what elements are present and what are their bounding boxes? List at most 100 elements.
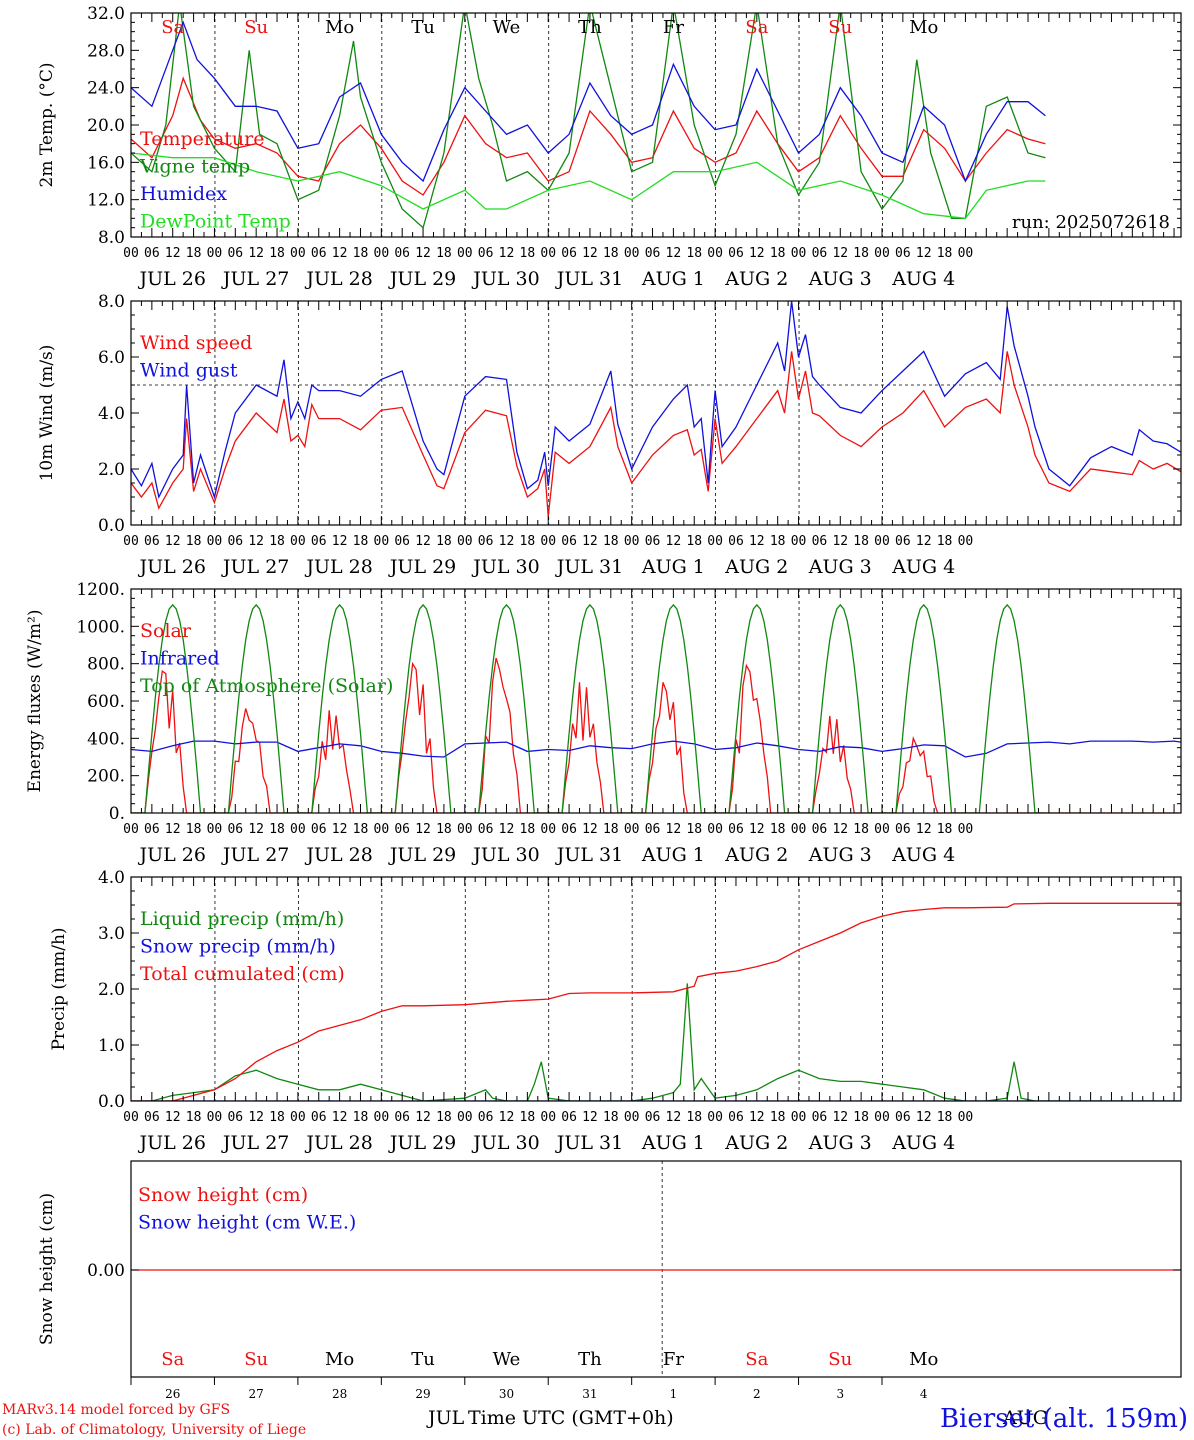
day-name-label: Th	[578, 1349, 602, 1370]
legend-entry: Top of Atmosphere (Solar)	[140, 675, 393, 697]
date-label: AUG 3	[808, 556, 872, 578]
hour-tick-label: 06	[812, 822, 828, 837]
station-label: Bierset (alt. 159m)	[940, 1404, 1188, 1434]
panel-energy: 0. 200. 400. 600. 800. 1000. 1200. Energy fluxe…	[25, 580, 1182, 866]
hour-tick-label: 18	[186, 1110, 202, 1125]
hour-tick-label: 06	[895, 534, 911, 549]
y-tick-label: 1000.	[76, 617, 125, 637]
hour-tick-label: 18	[436, 1110, 452, 1125]
hour-tick-label: 18	[186, 246, 202, 261]
hour-tick-label: 12	[165, 1110, 181, 1125]
y-tick-label: 400.	[87, 729, 125, 749]
hour-tick-label: 00	[707, 534, 723, 549]
legend-entry: Humidex	[140, 183, 227, 205]
hour-tick-label: 00	[624, 534, 640, 549]
series-line-liquid-precip-mm-h-	[131, 983, 1181, 1101]
legend-entry: Snow height (cm W.E.)	[138, 1212, 356, 1234]
series-line-wind-speed	[131, 351, 1181, 517]
hour-tick-label: 12	[582, 1110, 598, 1125]
day-name-label: We	[493, 1349, 521, 1370]
hour-tick-label: 00	[707, 822, 723, 837]
hour-tick-label: 00	[958, 1110, 974, 1125]
hour-tick-label: 06	[561, 1110, 577, 1125]
date-label: JUL 30	[471, 1132, 539, 1154]
hour-tick-label: 12	[415, 534, 431, 549]
day-name-label: We	[493, 17, 521, 38]
date-label: JUL 26	[137, 556, 205, 578]
day-number-label: 4	[920, 1387, 928, 1401]
hour-tick-label: 18	[520, 246, 536, 261]
hour-tick-label: 12	[666, 1110, 682, 1125]
hour-tick-label: 18	[686, 246, 702, 261]
hour-tick-label: 06	[478, 534, 494, 549]
hour-tick-label: 00	[290, 534, 306, 549]
hour-tick-label: 00	[207, 534, 223, 549]
hour-tick-label: 18	[186, 534, 202, 549]
hour-tick-label: 06	[728, 534, 744, 549]
date-label: JUL 26	[137, 1132, 205, 1154]
date-label: JUL 31	[555, 556, 623, 578]
date-label: JUL 31	[555, 268, 623, 290]
hour-tick-label: 06	[812, 534, 828, 549]
hour-tick-label: 12	[666, 822, 682, 837]
day-name-label: Sa	[745, 1349, 768, 1370]
y-axis-title: Energy fluxes (W/m²)	[25, 610, 45, 793]
day-number-label: 2	[753, 1387, 761, 1401]
hour-tick-label: 12	[499, 246, 515, 261]
hour-tick-label: 00	[207, 1110, 223, 1125]
day-name-label: Mo	[325, 17, 354, 38]
y-tick-label: 600.	[87, 692, 125, 712]
date-label: AUG 1	[641, 556, 705, 578]
series-line-temperature	[131, 76, 1046, 196]
hour-tick-label: 18	[186, 822, 202, 837]
date-label: JUL 26	[137, 844, 205, 866]
hour-tick-label: 18	[436, 822, 452, 837]
run-label: run: 2025072618	[1012, 212, 1170, 233]
hour-tick-label: 00	[207, 822, 223, 837]
hour-tick-label: 00	[457, 246, 473, 261]
hour-tick-label: 18	[353, 246, 369, 261]
date-label: AUG 4	[891, 844, 955, 866]
hour-tick-label: 00	[374, 1110, 390, 1125]
hour-tick-label: 00	[707, 246, 723, 261]
hour-tick-label: 18	[436, 534, 452, 549]
series-line-total-cumulated-cm-	[131, 902, 1181, 1101]
hour-tick-label: 06	[895, 822, 911, 837]
hour-tick-label: 06	[645, 534, 661, 549]
hour-tick-label: 00	[123, 534, 139, 549]
hour-tick-label: 00	[540, 822, 556, 837]
date-label: JUL 31	[555, 844, 623, 866]
hour-tick-label: 12	[582, 822, 598, 837]
hour-tick-label: 18	[853, 822, 869, 837]
model-credit-line: MARv3.14 model forced by GFS	[2, 1402, 230, 1418]
hour-tick-label: 00	[540, 246, 556, 261]
y-tick-label: 4.0	[98, 404, 125, 424]
hour-tick-label: 00	[290, 1110, 306, 1125]
hour-tick-label: 12	[666, 534, 682, 549]
legend-entry: Wind speed	[140, 332, 252, 354]
date-label: AUG 2	[724, 1132, 788, 1154]
hour-tick-label: 00	[874, 534, 890, 549]
hour-tick-label: 06	[895, 246, 911, 261]
hour-tick-label: 00	[457, 822, 473, 837]
hour-tick-label: 18	[269, 1110, 285, 1125]
day-name-label: Sa	[745, 17, 768, 38]
hour-tick-label: 06	[394, 246, 410, 261]
hour-tick-label: 06	[227, 246, 243, 261]
date-label: AUG 1	[641, 268, 705, 290]
y-tick-label: 2.0	[98, 980, 125, 1000]
hour-tick-label: 00	[791, 822, 807, 837]
hour-tick-label: 12	[415, 1110, 431, 1125]
y-axis-title: 10m Wind (m/s)	[37, 345, 57, 482]
date-label: JUL 28	[304, 268, 372, 290]
y-tick-label: 0.0	[98, 1092, 125, 1112]
hour-tick-label: 18	[686, 1110, 702, 1125]
y-tick-label: 28.0	[87, 41, 125, 61]
date-label: AUG 2	[724, 556, 788, 578]
hour-tick-label: 06	[812, 1110, 828, 1125]
hour-tick-label: 06	[311, 1110, 327, 1125]
hour-tick-label: 00	[624, 822, 640, 837]
hour-tick-label: 12	[832, 246, 848, 261]
date-label: AUG 3	[808, 1132, 872, 1154]
